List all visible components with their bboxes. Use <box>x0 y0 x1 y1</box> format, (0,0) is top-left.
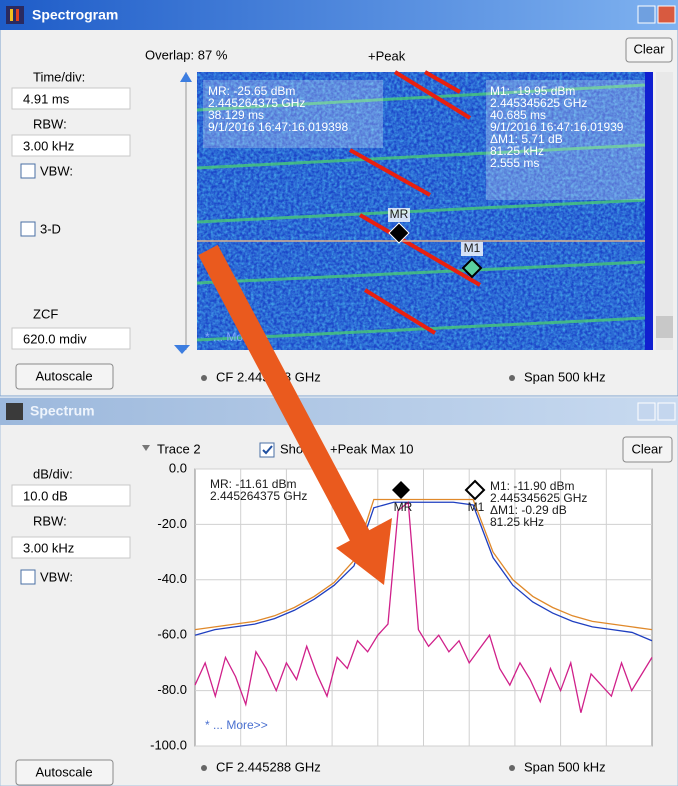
minimize-button[interactable] <box>638 403 655 420</box>
title-bar <box>0 398 678 425</box>
db-div-label: dB/div: <box>33 466 73 481</box>
db-div-value[interactable]: 10.0 dB <box>23 488 68 503</box>
time-div-value[interactable]: 4.91 ms <box>23 91 70 106</box>
vbw-label: VBW: <box>40 569 73 584</box>
more-link[interactable]: * ... More>> <box>205 718 268 732</box>
m1-marker-label: M1 <box>464 241 481 255</box>
autoscale-label[interactable]: Autoscale <box>35 764 92 779</box>
m1-readout: 81.25 kHz <box>490 515 544 529</box>
mr-readout: 2.445264375 GHz <box>210 489 307 503</box>
minimize-button[interactable] <box>638 6 655 23</box>
app-icon <box>6 6 24 24</box>
detection: +Peak Max 10 <box>330 441 413 456</box>
cf[interactable]: CF 2.445288 GHz <box>216 759 321 774</box>
app-icon <box>10 9 13 21</box>
3d-checkbox[interactable] <box>21 222 35 236</box>
rbw-value[interactable]: 3.00 kHz <box>23 540 74 555</box>
time-div-label: Time/div: <box>33 69 85 84</box>
scroll-thumb[interactable] <box>656 316 673 338</box>
bullet <box>509 375 515 381</box>
span[interactable]: Span 500 kHz <box>524 369 606 384</box>
y-tick-label: -60.0 <box>157 627 187 642</box>
clear-label[interactable]: Clear <box>633 41 665 56</box>
window-title: Spectrum <box>30 403 95 419</box>
detection: +Peak <box>368 48 406 63</box>
autoscale-label[interactable]: Autoscale <box>35 368 92 383</box>
clear-label[interactable]: Clear <box>631 441 663 456</box>
zcf-label: ZCF <box>33 306 58 321</box>
vbw-checkbox[interactable] <box>21 570 35 584</box>
color-scale <box>645 72 653 350</box>
app-icon <box>16 9 19 21</box>
bullet <box>201 765 207 771</box>
vbw-checkbox[interactable] <box>21 164 35 178</box>
scrollbar[interactable] <box>656 72 673 350</box>
vbw-label: VBW: <box>40 163 73 178</box>
span[interactable]: Span 500 kHz <box>524 759 606 774</box>
rbw-label: RBW: <box>33 116 67 131</box>
close-button[interactable] <box>658 403 675 420</box>
app-icon <box>6 403 23 420</box>
m1-readout: 2.555 ms <box>490 156 539 170</box>
zcf-value[interactable]: 620.0 mdiv <box>23 331 87 346</box>
y-tick-label: 0.0 <box>169 460 187 475</box>
rbw-label: RBW: <box>33 513 67 528</box>
3d-label: 3-D <box>40 221 61 236</box>
screen: Spectrogram Overlap: 87 % +Peak Clear Ti… <box>0 0 678 786</box>
overlap: Overlap: 87 % <box>145 47 228 62</box>
y-tick-label: -80.0 <box>157 682 187 697</box>
rbw-value[interactable]: 3.00 kHz <box>23 138 74 153</box>
m1-marker-label: M1 <box>468 500 485 514</box>
mr-marker-label: MR <box>390 207 409 221</box>
mr-marker-label: MR <box>394 500 413 514</box>
trace-select[interactable]: Trace 2 <box>157 441 201 456</box>
y-tick-label: -40.0 <box>157 571 187 586</box>
y-tick-label: -20.0 <box>157 516 187 531</box>
close-button[interactable] <box>658 6 675 23</box>
mr-readout: 9/1/2016 16:47:16.019398 <box>208 120 348 134</box>
bullet <box>201 375 207 381</box>
bullet <box>509 765 515 771</box>
window-title: Spectrogram <box>32 7 118 23</box>
y-tick-label: -100.0 <box>150 737 187 752</box>
show-checkbox[interactable] <box>260 443 274 457</box>
